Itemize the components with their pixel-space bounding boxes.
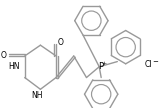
Text: −: − — [152, 59, 158, 65]
Text: +: + — [101, 61, 107, 66]
Text: HN: HN — [8, 62, 20, 71]
Text: NH: NH — [32, 91, 43, 100]
Text: Cl: Cl — [145, 60, 152, 69]
Text: P: P — [98, 62, 103, 71]
Text: O: O — [58, 38, 64, 47]
Text: O: O — [0, 51, 6, 60]
